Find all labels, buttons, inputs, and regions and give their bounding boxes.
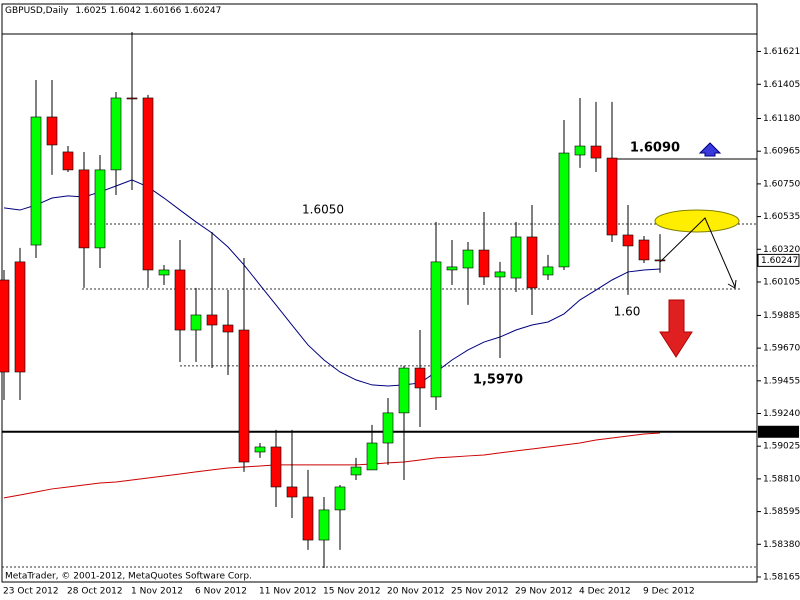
header-close: 1.60247 <box>184 6 221 16</box>
y-tick-label: 1.60965 <box>763 147 800 157</box>
projection-line <box>659 217 736 288</box>
y-tick-label: 1.60750 <box>763 179 800 189</box>
candle-body <box>430 261 442 398</box>
down-arrow <box>659 299 693 358</box>
candle-body <box>510 236 522 279</box>
chart-header: GBPUSD,Daily 1.6025 1.6042 1.60166 1.602… <box>5 6 221 16</box>
candle-body <box>30 116 42 246</box>
candle-body <box>94 169 106 249</box>
candle-body <box>254 446 266 453</box>
level-label-box <box>758 425 799 438</box>
x-tick-label: 15 Nov 2012 <box>323 587 381 597</box>
y-tick-label: 1.59670 <box>763 344 800 354</box>
candle-body <box>238 329 250 463</box>
y-tick-label: 1.58810 <box>763 474 800 484</box>
x-tick-label: 11 Nov 2012 <box>259 587 317 597</box>
candle-body <box>302 496 314 541</box>
annotation: 1,5970 <box>473 373 523 388</box>
candle-body <box>222 324 234 333</box>
y-tick-label: 1.60320 <box>763 245 800 255</box>
moving-average <box>3 179 661 387</box>
candle-body <box>0 279 10 373</box>
x-tick-label: 4 Dec 2012 <box>579 587 631 597</box>
candle-body <box>654 259 666 262</box>
candle-body <box>286 486 298 498</box>
candle-body <box>398 367 410 414</box>
y-tick-label: 1.61180 <box>763 114 800 124</box>
symbol-title: GBPUSD,Daily <box>5 6 69 16</box>
price-label: 1.60247 <box>761 256 798 266</box>
y-tick-label: 1.60105 <box>763 277 800 287</box>
highlight-ellipse <box>654 209 740 233</box>
candle-body <box>334 486 346 511</box>
projection-arrowhead <box>727 279 737 289</box>
candle-body <box>158 269 170 276</box>
candle-body <box>318 509 330 541</box>
x-tick-label: 28 Oct 2012 <box>67 587 123 597</box>
candle-body <box>414 367 426 389</box>
candle-body <box>590 145 602 159</box>
y-tick-label: 1.58165 <box>763 572 800 582</box>
plot-layer: 1.61621 1.61405 1.61180 1.60965 1.60750 1.605… <box>0 31 800 582</box>
candle-body <box>206 314 218 326</box>
candle-body <box>126 97 138 100</box>
candle-body <box>638 239 650 261</box>
candle-body <box>606 157 618 236</box>
candle-body <box>526 236 538 289</box>
x-tick-label: 23 Oct 2012 <box>3 587 59 597</box>
candle-body <box>270 446 282 488</box>
x-tick-label: 29 Nov 2012 <box>515 587 573 597</box>
header-open: 1.6025 <box>75 6 107 16</box>
candle-body <box>78 169 90 249</box>
y-tick-label: 1.60535 <box>763 212 800 222</box>
x-tick-label: 1 Nov 2012 <box>131 587 183 597</box>
candle-body <box>462 249 474 269</box>
candle-body <box>558 152 570 268</box>
candle-body <box>190 314 202 331</box>
x-tick-label: 25 Nov 2012 <box>451 587 509 597</box>
level-label: 1.59120 <box>761 427 798 437</box>
candle-body <box>478 249 490 278</box>
candle-body <box>622 234 634 247</box>
annotation: 1.60 <box>614 305 641 319</box>
candle-body <box>46 116 58 146</box>
candle-body <box>62 151 74 171</box>
candle-body <box>14 261 26 373</box>
candle-body <box>110 97 122 171</box>
candle-body <box>574 145 586 156</box>
annotation: 1.6050 <box>302 203 344 217</box>
x-tick-label: 20 Nov 2012 <box>387 587 445 597</box>
y-tick-label: 1.58380 <box>763 540 800 550</box>
candle-body <box>366 442 378 471</box>
candle-body <box>494 271 506 278</box>
x-tick-label: 6 Nov 2012 <box>195 587 247 597</box>
candle-body <box>142 97 154 271</box>
candle-body <box>446 266 458 271</box>
price-label-box <box>757 253 800 267</box>
candle-body <box>382 412 394 444</box>
candle-body <box>350 466 362 476</box>
footer-bg <box>3 569 275 581</box>
y-tick-label: 1.59025 <box>763 442 800 452</box>
annotation: 1.6090 <box>630 141 680 156</box>
up-arrow <box>698 142 722 157</box>
y-tick-label: 1.59455 <box>763 376 800 386</box>
y-tick-label: 1.59885 <box>763 311 800 321</box>
y-tick-label: 1.61405 <box>763 80 800 90</box>
x-tick-label: 9 Dec 2012 <box>643 587 695 597</box>
y-tick-label: 1.58595 <box>763 507 800 517</box>
y-tick-label: 1.59240 <box>763 409 800 419</box>
y-tick-label: 1.61621 <box>763 47 800 57</box>
candle-body <box>174 269 186 331</box>
header-high: 1.6042 <box>110 6 142 16</box>
candle-body <box>542 266 554 276</box>
footer: MetaTrader, © 2001-2012, MetaQuotes Soft… <box>5 572 252 582</box>
moving-average <box>3 432 661 499</box>
header-low: 1.60166 <box>144 6 181 16</box>
